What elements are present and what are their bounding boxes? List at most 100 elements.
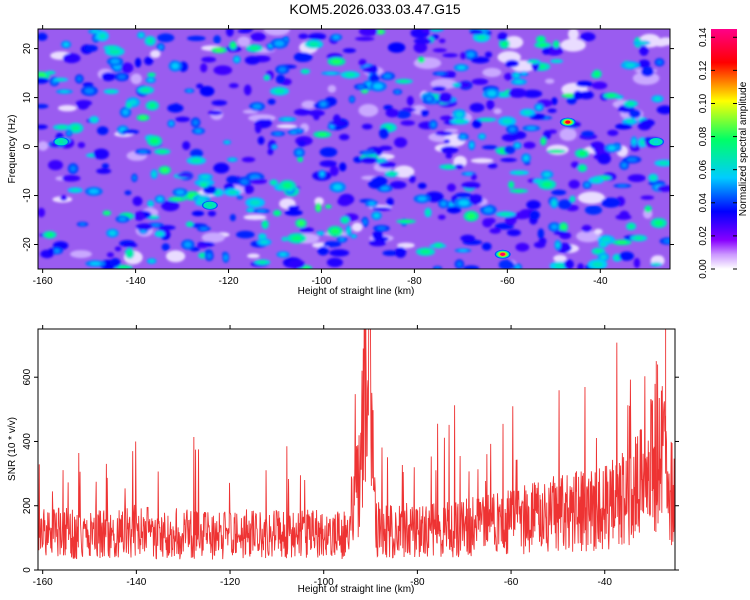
- heatmap-cell: [577, 263, 584, 269]
- heatmap-cell: [58, 105, 77, 112]
- heatmap-cell: [201, 232, 225, 243]
- heatmap-cell: [231, 42, 236, 48]
- heatmap-cell: [157, 33, 175, 43]
- heatmap-cell: [337, 196, 352, 207]
- heatmap-cell: [257, 260, 267, 264]
- heatmap-cell: [38, 104, 49, 109]
- heatmap-cell: [156, 232, 163, 236]
- heatmap-blobs: [38, 29, 670, 269]
- heatmap-cell: [387, 171, 396, 176]
- heatmap-cell: [358, 104, 379, 117]
- heatmap-cell: [317, 246, 329, 256]
- heatmap-cell: [149, 259, 155, 263]
- heatmap-cell: [191, 210, 205, 217]
- heatmap-cell: [361, 123, 373, 130]
- x-tick-label: -120: [219, 276, 239, 287]
- heatmap-cell: [553, 60, 561, 63]
- heatmap-cell: [584, 205, 603, 215]
- heatmap-cell: [591, 81, 608, 90]
- x-tick-label: -60: [504, 577, 519, 588]
- heatmap-cell: [342, 48, 356, 53]
- heatmap-cell: [121, 129, 140, 135]
- y-tick-label: 0: [22, 143, 33, 149]
- heatmap-cell: [213, 35, 221, 44]
- heatmap-cell: [523, 141, 536, 149]
- heatmap-cell: [373, 83, 383, 90]
- heatmap-cell: [440, 146, 459, 154]
- heatmap-cell: [108, 230, 116, 236]
- heatmap-cell: [272, 145, 277, 149]
- heatmap-cell: [48, 160, 63, 171]
- heatmap-cell: [171, 63, 179, 69]
- heatmap-cell: [57, 125, 67, 129]
- heatmap-cell: [467, 213, 476, 220]
- heatmap-cell: [551, 200, 557, 207]
- heatmap-cell: [114, 246, 122, 252]
- heatmap-cell: [175, 189, 185, 195]
- heatmap-cell: [187, 35, 206, 42]
- heatmap-cell: [513, 73, 519, 78]
- heatmap-cell: [175, 116, 191, 123]
- heatmap-cell: [657, 185, 670, 192]
- snr-trace: [38, 329, 675, 560]
- heatmap-cell: [545, 78, 555, 84]
- heatmap-cell: [420, 249, 431, 255]
- heatmap-cell: [658, 37, 670, 46]
- heatmap-cell: [378, 159, 385, 164]
- heatmap-cell: [293, 52, 313, 62]
- heatmap-cell: [438, 38, 446, 44]
- heatmap-cell: [274, 88, 285, 94]
- heatmap-cell: [633, 236, 644, 240]
- snr-y-axis: 0 200 400 600: [22, 368, 679, 573]
- heatmap-cell: [501, 41, 508, 47]
- heatmap-cell: [386, 197, 394, 207]
- heatmap-cell: [38, 77, 49, 84]
- heatmap-cell: [291, 235, 303, 242]
- heatmap-cell: [267, 98, 276, 105]
- heatmap-cell: [214, 48, 224, 52]
- heatmap-cell: [254, 122, 262, 134]
- snr-x-label: Height of straight line (km): [298, 584, 415, 595]
- heatmap-cell: [461, 181, 481, 189]
- heatmap-cell: [640, 195, 655, 200]
- heatmap-cell: [663, 239, 670, 244]
- heatmap-cell: [107, 90, 116, 93]
- heatmap-cell: [468, 194, 483, 205]
- heatmap-cell: [124, 190, 132, 196]
- heatmap-cell: [608, 145, 616, 151]
- heatmap-cell: [538, 43, 548, 47]
- heatmap-cell: [594, 71, 600, 77]
- heatmap-cell: [469, 29, 484, 35]
- heatmap-cell: [400, 220, 412, 223]
- heatmap-cell: [446, 206, 462, 214]
- heatmap-cell: [362, 151, 372, 154]
- heatmap-cell: [302, 69, 308, 73]
- heatmap-cell: [56, 78, 65, 81]
- heatmap-cell: [244, 56, 260, 65]
- heatmap-cell: [514, 143, 520, 148]
- heatmap-cell: [187, 222, 192, 226]
- heatmap-cell: [151, 223, 161, 227]
- heatmap-cell: [656, 105, 670, 115]
- y-tick-label: 600: [22, 368, 33, 385]
- heatmap-cell: [455, 111, 464, 118]
- heatmap-cell: [617, 184, 628, 187]
- heatmap-cell: [226, 175, 239, 184]
- heatmap-cell: [573, 90, 583, 100]
- heatmap-cell: [158, 44, 163, 50]
- heatmap-cell: [333, 184, 343, 191]
- heatmap-cell: [547, 108, 557, 113]
- heatmap-cell: [248, 208, 253, 212]
- heatmap-cell: [413, 42, 428, 53]
- heatmap-x-axis: -160 -140 -120 -100 -80 -60 -40: [33, 25, 608, 287]
- heatmap-cell: [628, 224, 634, 229]
- heatmap-cell: [97, 126, 109, 135]
- heatmap-cell: [62, 53, 81, 64]
- heatmap-cell: [500, 212, 512, 216]
- heatmap-cell: [508, 126, 516, 132]
- heatmap-cell: [393, 165, 415, 178]
- heatmap-cell: [243, 214, 267, 220]
- heatmap-cell: [259, 234, 265, 239]
- heatmap-cell: [363, 219, 367, 225]
